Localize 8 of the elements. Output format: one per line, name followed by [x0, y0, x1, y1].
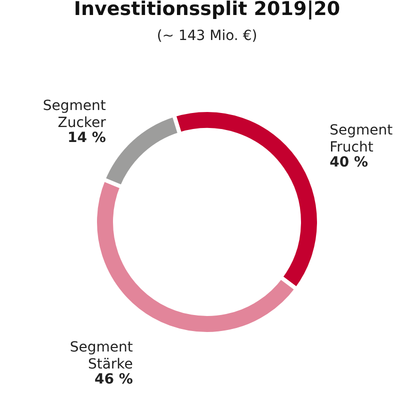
data-label: 40 % [330, 154, 368, 171]
chart-title: Investitionssplit 2019|20 [74, 0, 340, 20]
data-label: 14 % [67, 130, 106, 146]
slice-label: Segment Frucht [330, 122, 394, 156]
chart-subtitle: (~ 143 Mio. €) [156, 28, 258, 44]
data-label: 46 % [94, 371, 133, 388]
slice-label: Segment Zucker [42, 98, 106, 132]
slice-label: Segment Stärke [70, 339, 134, 372]
